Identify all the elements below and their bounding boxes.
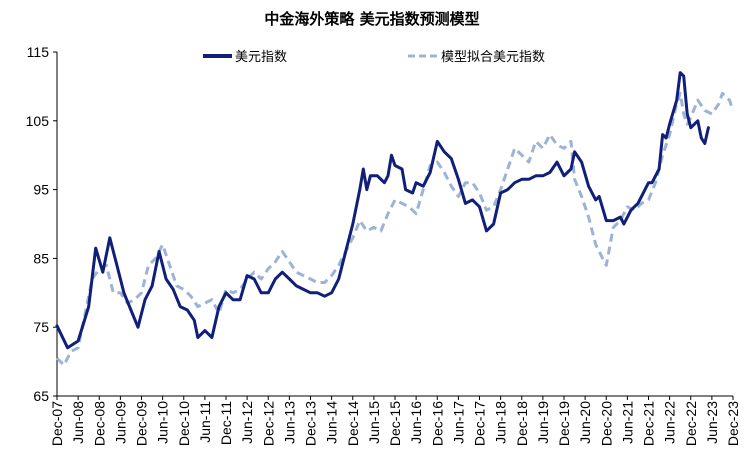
series-line-dollar-index <box>55 71 710 350</box>
x-tick-label: Jun-23 <box>704 401 720 444</box>
x-tick-label: Dec-21 <box>641 401 657 446</box>
x-tick-label: Dec-16 <box>429 401 445 446</box>
x-tick-label: Dec-15 <box>387 401 403 446</box>
legend: 美元指数 模型拟合美元指数 <box>203 50 545 65</box>
x-tick-label: Jun-13 <box>281 401 297 444</box>
x-tick-label: Dec-12 <box>260 401 276 446</box>
y-tick-label: 75 <box>33 319 49 335</box>
x-tick-label: Jun-10 <box>155 401 171 444</box>
legend-label-series-2: 模型拟合美元指数 <box>441 50 545 65</box>
x-tick-label: Dec-23 <box>725 401 741 446</box>
x-tick-label: Jun-17 <box>450 401 466 444</box>
x-tick-label: Jun-18 <box>493 401 509 444</box>
x-tick-label: Jun-11 <box>197 401 213 443</box>
x-tick-label: Jun-14 <box>324 401 340 444</box>
y-tick-label: 95 <box>33 182 49 198</box>
x-tick-label: Dec-20 <box>598 401 614 446</box>
x-axis: Dec-07 Jun-08 Dec-08 Jun-09 Dec-09 Jun-10 Dec-… <box>49 395 741 446</box>
x-tick-label: Dec-14 <box>345 401 361 446</box>
x-tick-label: Jun-19 <box>535 401 551 444</box>
x-tick-label: Jun-16 <box>408 401 424 444</box>
x-tick-label: Jun-22 <box>662 401 678 444</box>
legend-label-series-1: 美元指数 <box>235 50 287 65</box>
x-tick-label: Dec-11 <box>218 401 234 445</box>
x-tick-label: Dec-10 <box>176 401 192 446</box>
x-tick-label: Jun-09 <box>112 401 128 444</box>
y-tick-label: 115 <box>27 44 50 60</box>
x-tick-label: Dec-17 <box>472 401 488 446</box>
y-axis: 65 75 85 95 105 115 <box>26 44 58 404</box>
y-tick-label: 65 <box>33 388 49 404</box>
x-tick-label: Dec-22 <box>683 401 699 446</box>
chart-title: 中金海外策略 美元指数预测模型 <box>264 10 479 28</box>
x-tick-label: Jun-20 <box>577 401 593 444</box>
y-tick-label: 105 <box>26 113 50 129</box>
x-tick-label: Jun-21 <box>619 401 635 444</box>
x-tick-label: Jun-08 <box>70 401 86 444</box>
series-layer <box>55 71 735 367</box>
series-line-model-fit <box>55 91 735 367</box>
x-tick-label: Dec-13 <box>303 401 319 446</box>
x-tick-label: Dec-08 <box>91 401 107 446</box>
x-tick-label: Jun-15 <box>366 401 382 444</box>
x-tick-label: Dec-18 <box>514 401 530 446</box>
x-tick-label: Jun-12 <box>239 401 255 444</box>
x-tick-label: Dec-09 <box>134 401 150 446</box>
x-tick-label: Dec-07 <box>49 401 65 446</box>
y-tick-label: 85 <box>33 250 49 266</box>
x-tick-label: Dec-19 <box>556 401 572 446</box>
